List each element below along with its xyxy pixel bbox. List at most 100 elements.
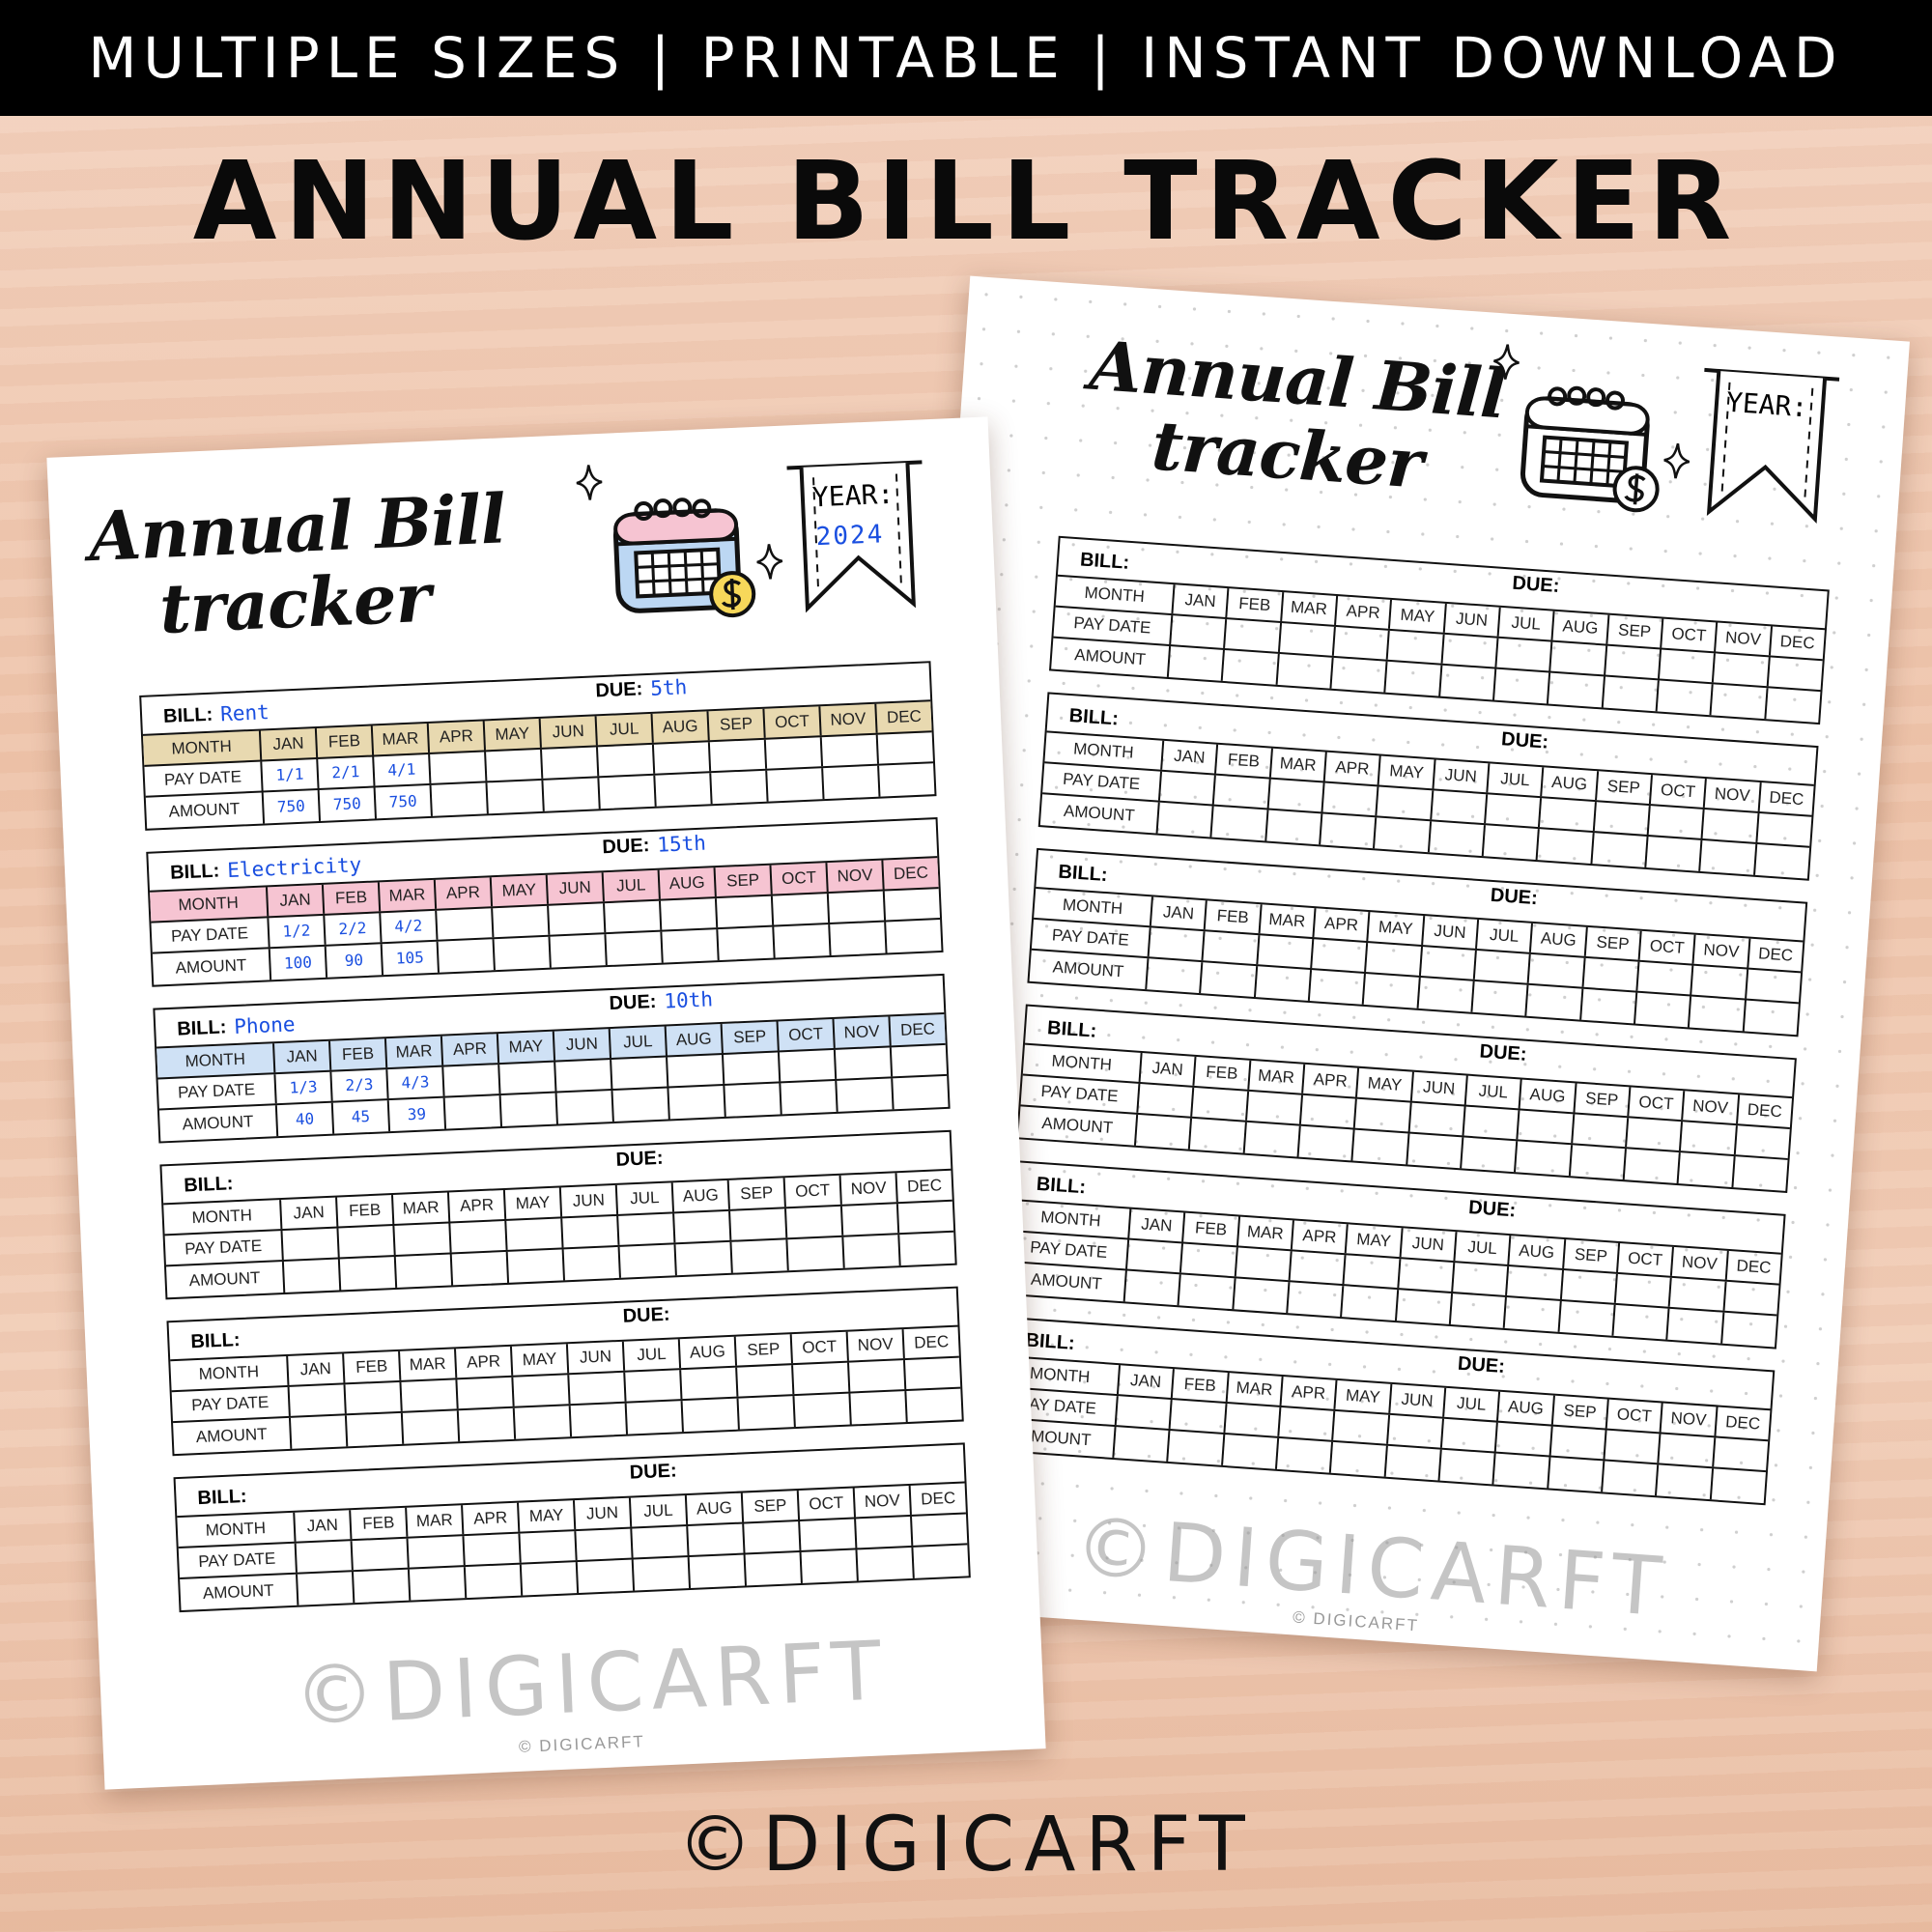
table-cell[interactable] <box>441 1065 499 1096</box>
table-cell[interactable] <box>1232 1278 1289 1314</box>
table-cell[interactable] <box>498 1093 556 1127</box>
due-date-field[interactable] <box>670 1146 671 1169</box>
table-cell[interactable] <box>1242 1122 1299 1157</box>
table-cell[interactable] <box>1375 786 1432 820</box>
table-cell[interactable] <box>561 1246 619 1281</box>
table-cell[interactable] <box>1385 630 1443 664</box>
table-cell[interactable] <box>1719 1312 1777 1348</box>
table-cell[interactable] <box>1546 1457 1604 1492</box>
table-cell[interactable] <box>595 744 654 777</box>
table-cell[interactable] <box>1526 953 1584 987</box>
table-cell[interactable] <box>568 1403 627 1437</box>
table-cell[interactable] <box>1625 1118 1682 1151</box>
table-cell[interactable] <box>1472 950 1530 983</box>
table-cell[interactable] <box>1592 802 1649 835</box>
table-cell[interactable] <box>1298 1094 1356 1128</box>
table-cell[interactable] <box>1646 806 1703 838</box>
table-cell[interactable] <box>1275 653 1332 689</box>
table-cell[interactable] <box>1277 622 1334 656</box>
table-cell[interactable] <box>429 782 487 816</box>
table-cell[interactable] <box>1114 1396 1172 1429</box>
table-cell[interactable] <box>1603 1430 1660 1463</box>
table-cell[interactable] <box>1394 1290 1452 1324</box>
table-cell[interactable] <box>1722 1281 1779 1315</box>
table-cell[interactable] <box>604 931 662 966</box>
table-cell[interactable] <box>1755 812 1812 846</box>
table-cell[interactable] <box>895 1201 954 1234</box>
table-cell[interactable] <box>485 780 543 814</box>
table-cell[interactable] <box>889 1044 948 1077</box>
table-cell[interactable] <box>406 1536 464 1568</box>
table-cell[interactable] <box>337 1257 396 1291</box>
table-cell[interactable] <box>1502 1296 1560 1332</box>
table-cell[interactable] <box>1319 813 1376 849</box>
table-cell[interactable] <box>763 737 822 769</box>
due-date-field[interactable] <box>684 1459 685 1482</box>
table-cell[interactable]: 4/2 <box>379 910 437 943</box>
table-cell[interactable] <box>835 1078 893 1112</box>
table-cell[interactable] <box>1416 977 1473 1012</box>
table-cell[interactable] <box>1331 626 1389 660</box>
table-cell[interactable] <box>667 1086 724 1120</box>
table-cell[interactable] <box>910 1514 968 1546</box>
table-cell[interactable] <box>1688 996 1745 1032</box>
table-cell[interactable] <box>1752 843 1810 879</box>
table-cell[interactable] <box>709 770 767 805</box>
table-cell[interactable]: 90 <box>324 944 383 978</box>
table-cell[interactable] <box>1516 1110 1573 1144</box>
table-cell[interactable] <box>436 939 494 973</box>
table-cell[interactable] <box>848 1391 906 1425</box>
table-cell[interactable] <box>1505 1265 1562 1299</box>
table-cell[interactable] <box>624 1401 682 1435</box>
table-cell[interactable] <box>1601 676 1658 712</box>
table-cell[interactable] <box>399 1379 457 1411</box>
table-cell[interactable] <box>547 903 605 935</box>
table-cell[interactable] <box>344 1412 403 1447</box>
table-cell[interactable] <box>1331 1410 1388 1444</box>
table-cell[interactable] <box>1494 1422 1551 1456</box>
table-cell[interactable] <box>1286 1282 1343 1318</box>
table-cell[interactable] <box>680 1398 738 1433</box>
table-cell[interactable]: 2/3 <box>329 1069 387 1101</box>
table-cell[interactable] <box>1201 931 1259 965</box>
table-cell[interactable] <box>1665 1308 1722 1344</box>
table-cell[interactable] <box>392 1223 450 1256</box>
table-cell[interactable] <box>504 1218 562 1250</box>
table-cell[interactable] <box>847 1360 905 1392</box>
table-cell[interactable] <box>828 922 886 956</box>
table-cell[interactable] <box>716 926 774 961</box>
table-cell[interactable] <box>560 1215 618 1248</box>
table-cell[interactable] <box>854 1516 912 1548</box>
table-cell[interactable] <box>884 920 942 953</box>
due-date-field[interactable]: 10th <box>663 987 714 1013</box>
table-cell[interactable] <box>1679 1122 1736 1155</box>
table-cell[interactable] <box>1698 839 1755 875</box>
table-cell[interactable] <box>1657 1434 1714 1467</box>
table-cell[interactable] <box>1440 634 1497 668</box>
due-date-field[interactable] <box>1555 731 1557 754</box>
table-cell[interactable] <box>294 1541 352 1573</box>
table-cell[interactable] <box>1288 1251 1345 1285</box>
table-cell[interactable] <box>1385 1414 1442 1448</box>
table-cell[interactable] <box>1492 1453 1549 1489</box>
table-cell[interactable] <box>1622 1149 1680 1183</box>
table-cell[interactable] <box>686 1523 744 1556</box>
table-cell[interactable]: 39 <box>386 1097 445 1132</box>
table-cell[interactable] <box>1657 649 1715 683</box>
table-cell[interactable] <box>742 1521 800 1553</box>
table-cell[interactable] <box>455 1377 513 1409</box>
due-date-field[interactable] <box>1534 1043 1536 1066</box>
table-cell[interactable] <box>714 895 773 928</box>
table-cell[interactable] <box>554 1091 612 1124</box>
table-cell[interactable]: 105 <box>380 941 438 976</box>
due-date-field[interactable]: 5th <box>649 675 688 700</box>
table-cell[interactable] <box>729 1239 787 1273</box>
table-cell[interactable] <box>574 1528 632 1561</box>
table-cell[interactable] <box>821 765 879 800</box>
table-cell[interactable] <box>1122 1270 1180 1306</box>
table-cell[interactable]: 1/1 <box>260 759 318 791</box>
table-cell[interactable] <box>743 1552 801 1586</box>
table-cell[interactable]: 2/2 <box>323 913 381 945</box>
table-cell[interactable] <box>772 924 830 958</box>
table-cell[interactable] <box>1711 1437 1769 1471</box>
